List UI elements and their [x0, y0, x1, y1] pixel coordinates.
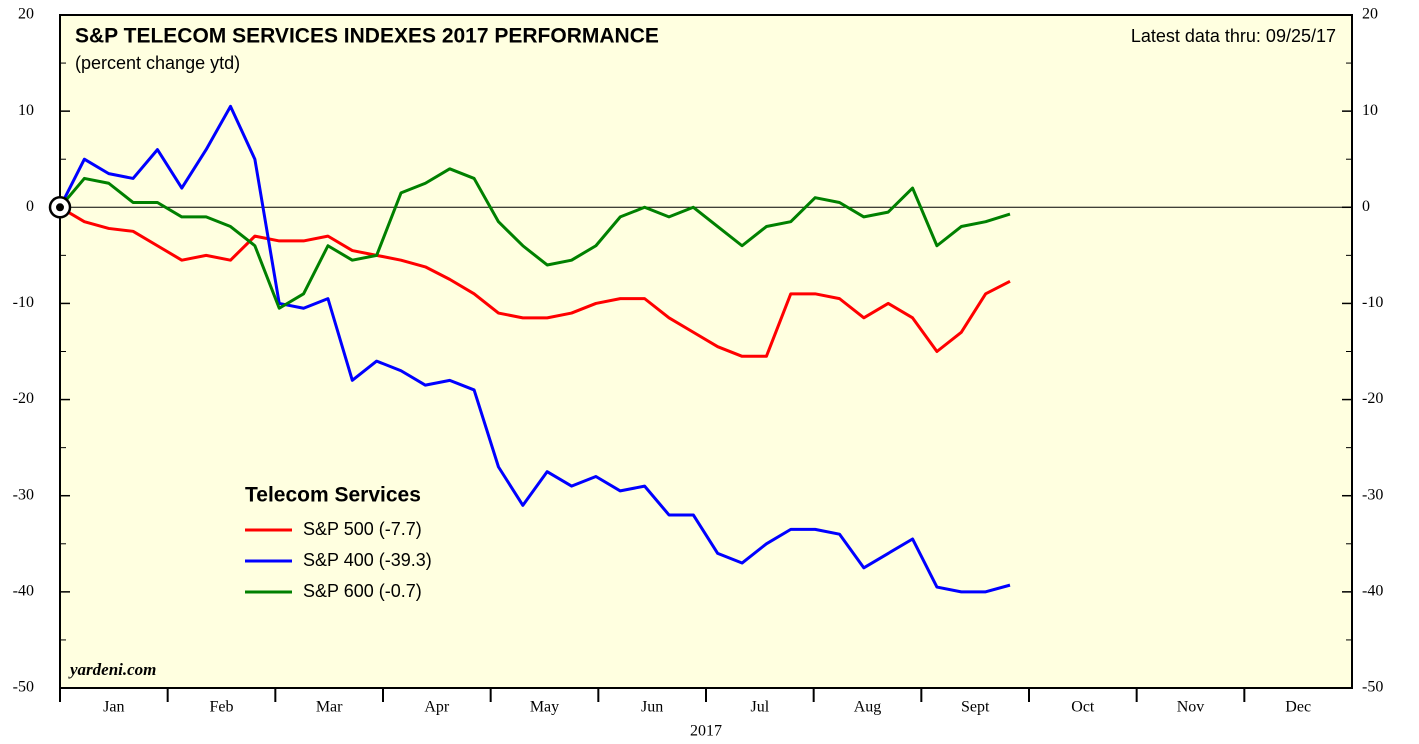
series-line: [58, 104, 1011, 594]
x-tick-label: Jul: [750, 699, 769, 716]
y-tick-label-right: -20: [1362, 390, 1383, 407]
x-tick-label: Aug: [854, 699, 882, 716]
y-tick-label: -50: [13, 679, 34, 696]
y-tick-label: 20: [18, 6, 34, 23]
x-tick-label: Nov: [1177, 699, 1205, 716]
annotation: Latest data thru: 09/25/17: [1131, 26, 1336, 46]
plot-area: [59, 14, 1353, 689]
series-line: [59, 205, 1011, 358]
y-tick-label: -40: [13, 583, 34, 600]
source: yardeni.com: [68, 660, 156, 679]
x-tick-label: May: [530, 699, 559, 716]
x-tick-label: Jun: [641, 699, 663, 716]
y-tick-label: -10: [13, 294, 34, 311]
y-tick-label-right: -50: [1362, 679, 1383, 696]
y-tick-label: 0: [26, 198, 34, 215]
series-line: [58, 167, 1011, 310]
y-tick-label-right: 20: [1362, 6, 1378, 23]
origin-dot: [56, 203, 64, 212]
y-tick-label-right: 0: [1362, 198, 1370, 215]
chart-title: S&P TELECOM SERVICES INDEXES 2017 PERFOR…: [75, 25, 659, 48]
legend-label: S&P 600 (-0.7): [303, 581, 422, 601]
x-tick-label: Mar: [316, 699, 343, 716]
x-tick-label: Oct: [1071, 699, 1095, 716]
y-tick-label-right: 10: [1362, 102, 1378, 119]
y-tick-label: 10: [18, 102, 34, 119]
legend-label: S&P 400 (-39.3): [303, 550, 432, 570]
x-tick-label: Dec: [1285, 699, 1311, 716]
x-axis-label: 2017: [690, 723, 722, 740]
x-tick-label: Apr: [424, 699, 450, 716]
y-tick-label-right: -10: [1362, 294, 1383, 311]
x-tick-label: Feb: [210, 699, 234, 716]
legend-label: S&P 500 (-7.7): [303, 519, 422, 539]
y-tick-label: -20: [13, 390, 34, 407]
y-tick-label: -30: [13, 486, 34, 503]
chart-subtitle: (percent change ytd): [75, 53, 240, 73]
legend-title: Telecom Services: [245, 484, 421, 507]
x-tick-label: Sept: [961, 699, 990, 716]
y-tick-label-right: -40: [1362, 583, 1383, 600]
y-tick-label-right: -30: [1362, 486, 1383, 503]
x-tick-label: Jan: [103, 699, 124, 716]
